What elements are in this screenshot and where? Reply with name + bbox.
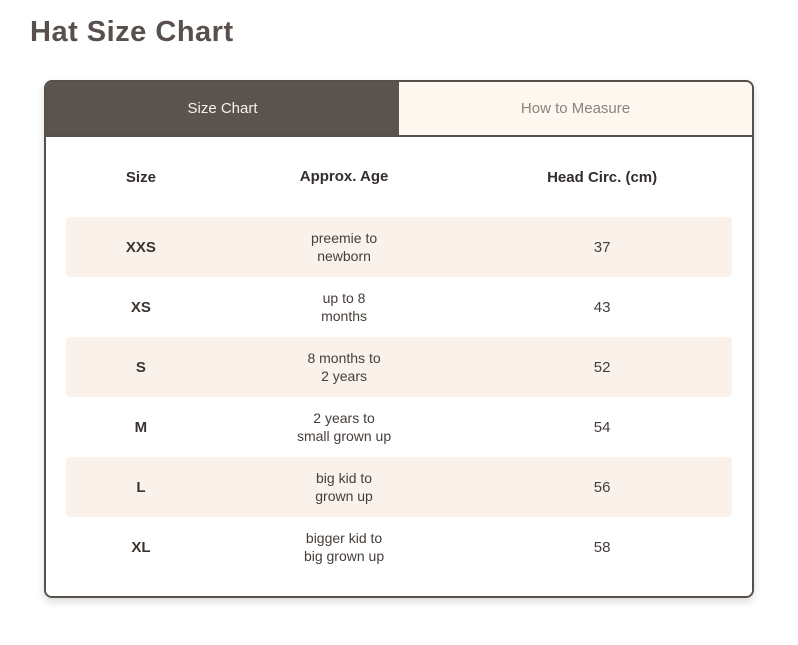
size-table: Size Approx. Age Head Circ. (cm) XXS pre… [46, 137, 752, 596]
table-row: XXS preemie to newborn 37 [66, 217, 732, 277]
cell-size: S [135, 358, 146, 376]
cell-size: M [134, 418, 148, 436]
cell-head-circ: 58 [593, 538, 611, 556]
cell-approx-age: up to 8 months [321, 289, 367, 324]
cell-approx-age: bigger kid to big grown up [303, 529, 385, 564]
cell-approx-age: 2 years to small grown up [296, 409, 392, 444]
table-row: M 2 years to small grown up 54 [66, 397, 732, 457]
tab-how-to-measure[interactable]: How to Measure [399, 82, 752, 135]
table-row: XL bigger kid to big grown up 58 [66, 517, 732, 577]
tab-how-to-measure-label: How to Measure [520, 100, 631, 117]
table-row: L big kid to grown up 56 [66, 457, 732, 517]
cell-head-circ: 37 [593, 238, 611, 256]
cell-head-circ: 54 [593, 418, 611, 436]
cell-head-circ: 43 [593, 298, 611, 316]
column-header-approx-age: Approx. Age [299, 168, 389, 186]
tab-bar: Size Chart How to Measure [46, 82, 752, 137]
cell-head-circ: 52 [593, 358, 611, 376]
tab-size-chart-label: Size Chart [187, 100, 258, 117]
table-row: S 8 months to 2 years 52 [66, 337, 732, 397]
cell-size: XXS [125, 238, 156, 256]
page-title: Hat Size Chart [30, 16, 234, 48]
column-header-size: Size [125, 168, 156, 186]
table-row: XS up to 8 months 43 [66, 277, 732, 337]
cell-head-circ: 56 [593, 478, 611, 496]
cell-size: XL [131, 538, 151, 556]
cell-size: L [136, 478, 146, 496]
cell-approx-age: 8 months to 2 years [307, 349, 381, 384]
tab-size-chart[interactable]: Size Chart [46, 82, 399, 135]
column-header-head-circ: Head Circ. (cm) [547, 168, 658, 186]
cell-approx-age: big kid to grown up [315, 469, 373, 504]
table-header-row: Size Approx. Age Head Circ. (cm) [66, 137, 732, 217]
size-chart-card: Size Chart How to Measure Size Approx. A… [44, 80, 754, 598]
cell-approx-age: preemie to newborn [310, 229, 378, 264]
cell-size: XS [130, 298, 151, 316]
